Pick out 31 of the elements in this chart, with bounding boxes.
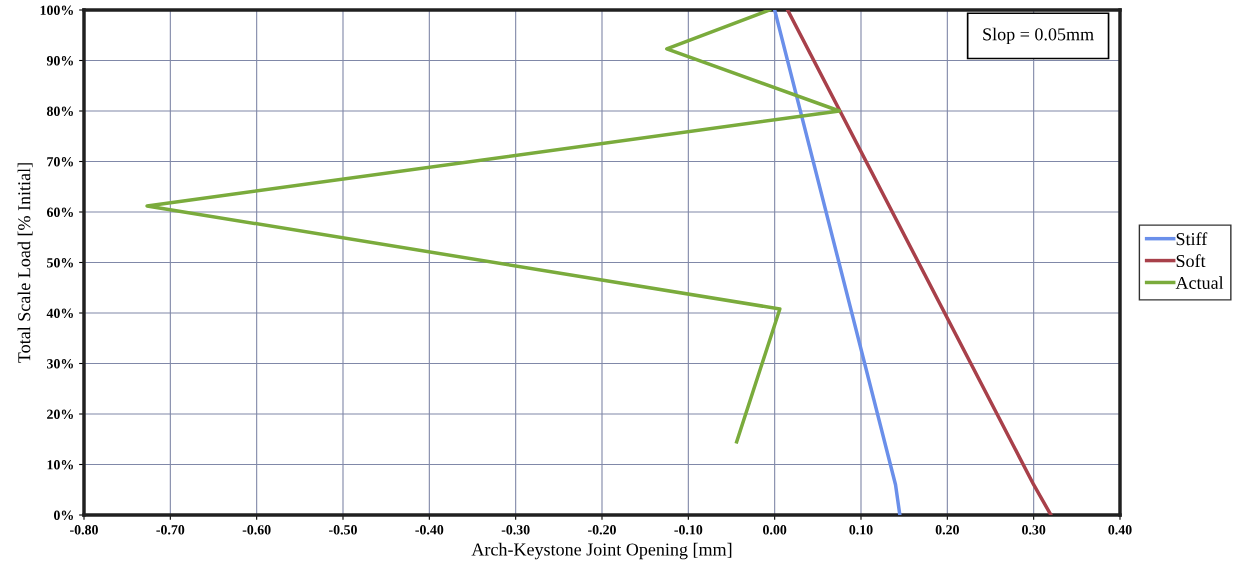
legend-label: Soft <box>1176 254 1206 268</box>
x-axis-title: Arch-Keystone Joint Opening [mm] <box>471 542 732 560</box>
x-tick-label: -0.70 <box>156 525 185 535</box>
x-tick-label: 0.40 <box>1108 525 1132 535</box>
y-tick-label: 20% <box>47 409 73 419</box>
x-tick-label: -0.30 <box>501 525 530 535</box>
x-tick-label: -0.40 <box>415 525 444 535</box>
y-tick-label: 10% <box>47 460 73 470</box>
x-tick-label: 0.00 <box>763 525 787 535</box>
x-tick-label: -0.80 <box>70 525 98 535</box>
y-tick-label: 80% <box>46 106 73 116</box>
x-tick-label: 0.10 <box>849 525 873 535</box>
y-tick-label: 100% <box>40 5 73 15</box>
annotation: Slop = 0.05mm <box>983 27 1094 45</box>
x-tick-label: -0.60 <box>242 525 271 535</box>
y-tick-label: 60% <box>46 207 73 217</box>
legend-label: Actual <box>1175 276 1224 289</box>
y-tick-label: 0% <box>53 510 73 520</box>
y-tick-label: 30% <box>47 359 73 369</box>
y-tick-label: 40% <box>46 308 73 318</box>
y-tick-label: 70% <box>47 157 73 167</box>
legend-label: Stiff <box>1176 232 1208 246</box>
line-series <box>145 10 842 444</box>
x-tick-label: -0.50 <box>329 525 357 535</box>
x-tick-label: -0.10 <box>674 525 703 535</box>
y-tick-label: 50% <box>47 258 73 268</box>
x-tick-label: 0.30 <box>1022 525 1046 535</box>
x-tick-label: -0.20 <box>588 525 616 535</box>
x-tick-label: 0.20 <box>935 525 959 535</box>
y-tick-label: 90% <box>46 56 73 66</box>
y-axis-title: Total Scale Load [% Initial] <box>17 163 33 363</box>
